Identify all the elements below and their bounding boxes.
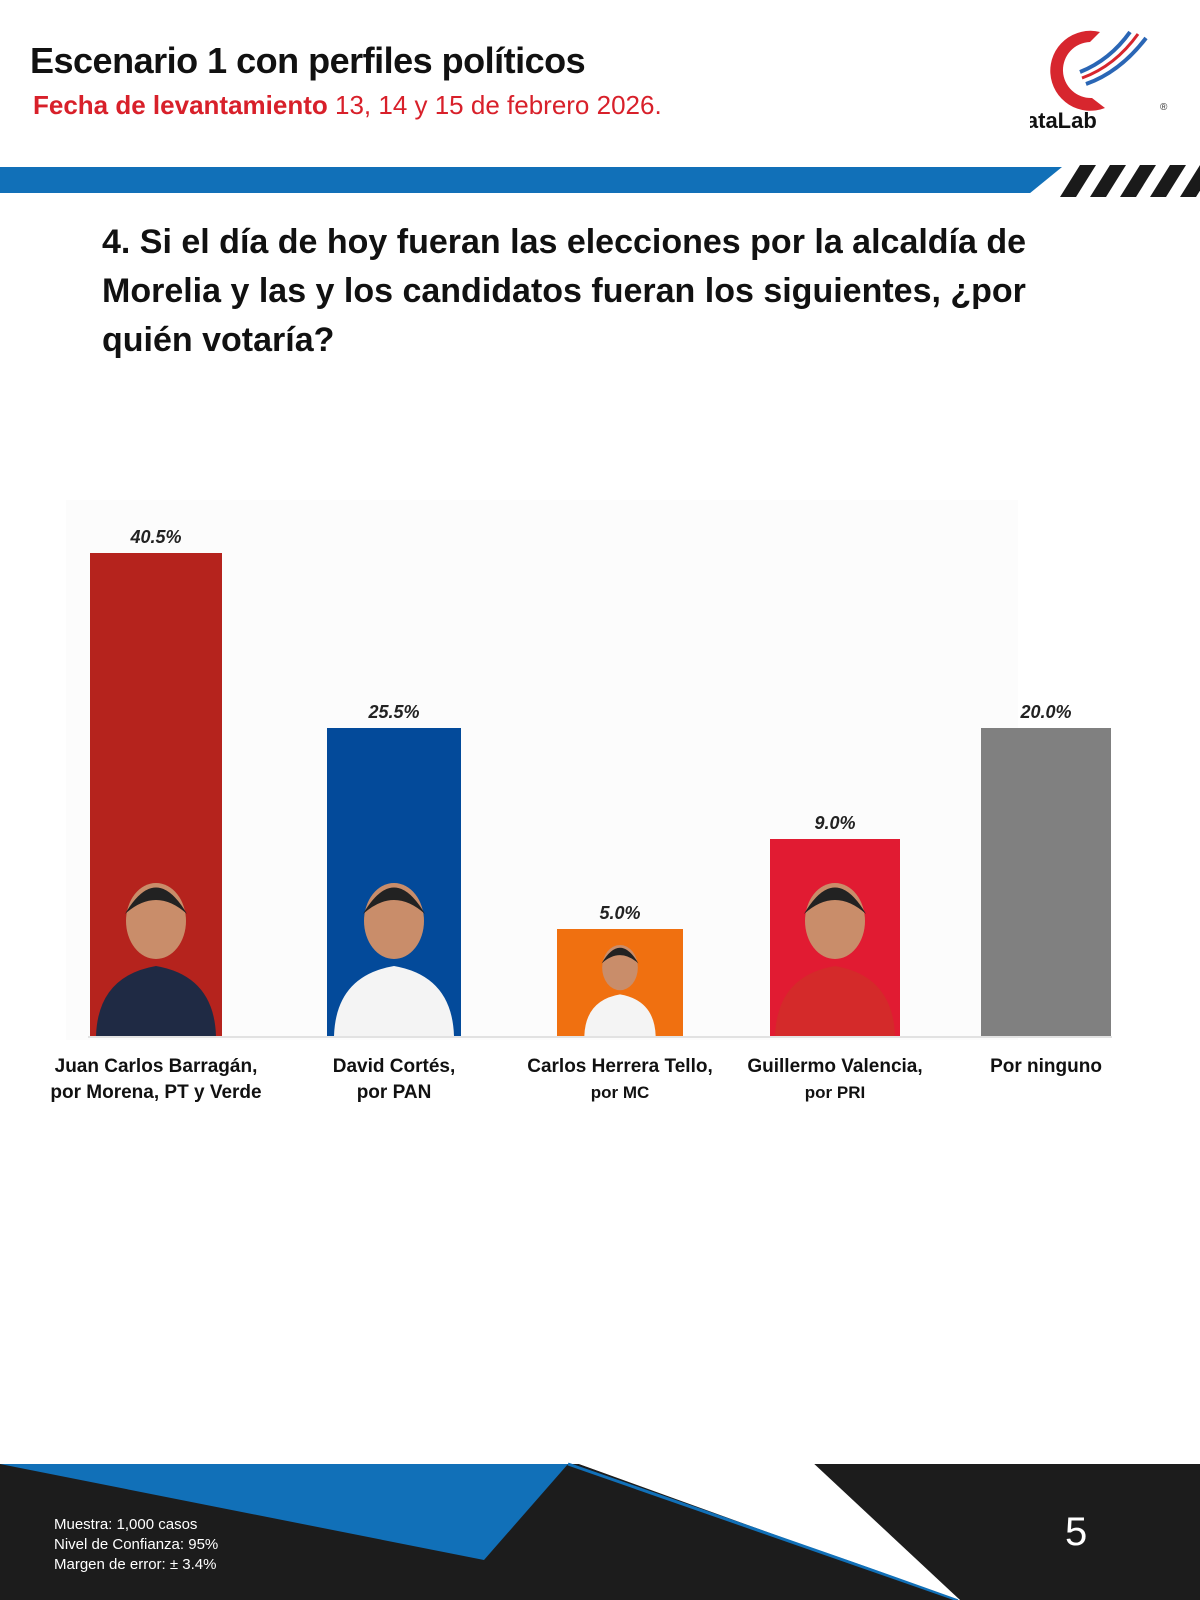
data-label: 5.0% xyxy=(599,903,640,923)
data-label: 9.0% xyxy=(814,813,855,833)
methodology: Muestra: 1,000 casos Nivel de Confianza:… xyxy=(54,1515,218,1575)
category-name: Por ninguno xyxy=(990,1056,1102,1077)
category-name: Carlos Herrera Tello, xyxy=(527,1056,713,1077)
data-label: 25.5% xyxy=(367,702,419,722)
footer-band xyxy=(0,1460,1200,1600)
header-stripes xyxy=(1060,165,1200,197)
category-label: David Cortés, por PAN xyxy=(274,1054,514,1106)
candidate-photo xyxy=(775,883,895,1036)
bar xyxy=(981,728,1111,1036)
sample-size: Muestra: 1,000 casos xyxy=(54,1516,198,1533)
data-label: 40.5% xyxy=(129,527,181,547)
bar xyxy=(90,553,222,1036)
date-label: Fecha de levantamiento xyxy=(33,90,328,120)
candidate-photo xyxy=(334,883,454,1036)
question-text: 4. Si el día de hoy fueran las eleccione… xyxy=(102,223,1027,359)
date-value: 13, 14 y 15 de febrero 2026. xyxy=(327,90,662,120)
category-name: David Cortés, xyxy=(332,1056,456,1077)
candidate-photo xyxy=(96,883,216,1036)
category-label: Por ninguno xyxy=(926,1054,1166,1080)
margin-of-error: Margen de error: ± 3.4% xyxy=(54,1556,217,1573)
category-label: Juan Carlos Barragán, por Morena, PT y Ve… xyxy=(36,1054,276,1106)
category-party: por MC xyxy=(590,1083,650,1102)
page-number: 5 xyxy=(1065,1510,1088,1554)
category-name: Juan Carlos Barragán, xyxy=(54,1056,258,1077)
candidate-photo xyxy=(584,945,656,1036)
category-party: por PAN xyxy=(356,1082,432,1103)
category-party: por Morena, PT y Verde xyxy=(50,1082,262,1103)
datalab-logo: DataLab ® xyxy=(1030,30,1168,133)
category-label: Guillermo Valencia, por PRI xyxy=(715,1054,955,1106)
page-title: Escenario 1 con perfiles políticos xyxy=(30,40,586,81)
category-label: Carlos Herrera Tello, por MC xyxy=(500,1054,740,1106)
survey-date: Fecha de levantamiento 13, 14 y 15 de fe… xyxy=(33,90,662,121)
svg-text:DataLab: DataLab xyxy=(1030,108,1097,133)
data-label: 20.0% xyxy=(1019,702,1071,722)
svg-text:®: ® xyxy=(1160,102,1168,113)
category-party: por PRI xyxy=(804,1083,866,1102)
confidence-level: Nivel de Confianza: 95% xyxy=(54,1536,219,1553)
category-name: Guillermo Valencia, xyxy=(747,1056,923,1077)
header-blue-band xyxy=(0,167,1062,193)
